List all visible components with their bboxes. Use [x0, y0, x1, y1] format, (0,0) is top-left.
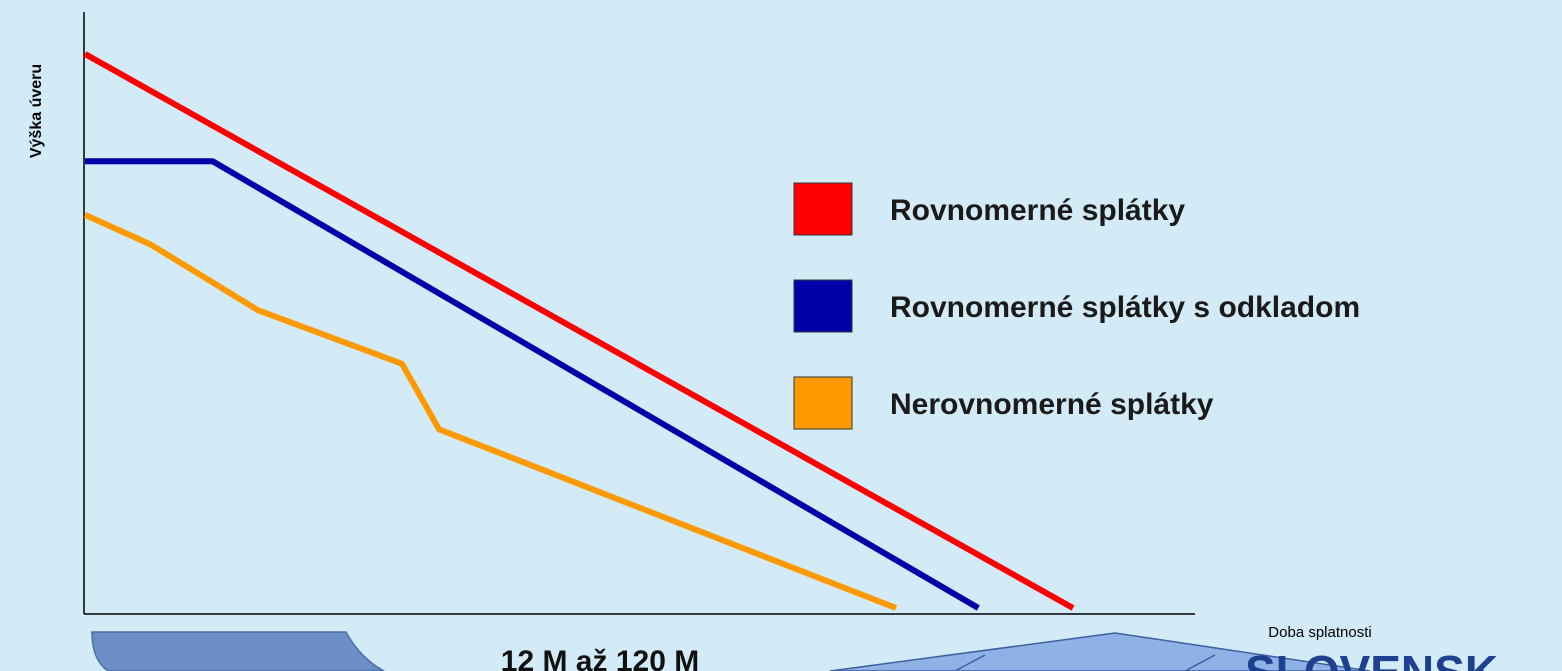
- range-annotation: 12 M až 120 M: [501, 645, 699, 671]
- legend-label-1: Rovnomerné splátky: [890, 194, 1185, 227]
- brand-logo-text: SLOVENSK: [1245, 646, 1498, 671]
- series-line-2: [85, 158, 980, 611]
- right-arrow-notch-left: [954, 654, 986, 671]
- y-axis-label: Výška úveru: [28, 64, 45, 158]
- series-line-3: [83, 212, 898, 611]
- right-arrow-shape: [829, 632, 1371, 671]
- legend-swatch-1: [793, 182, 853, 236]
- legend-swatch-2: [793, 279, 853, 333]
- legend-label-2: Rovnomerné splátky s odkladom: [890, 291, 1360, 324]
- series-lines: [83, 51, 1075, 611]
- x-axis-label: Doba splatnosti: [1268, 624, 1371, 641]
- left-curved-arrow-shape: [91, 631, 385, 671]
- series-line-1: [83, 51, 1075, 611]
- right-arrow-notch-right: [1184, 654, 1216, 671]
- legend-label-3: Nerovnomerné splátky: [890, 388, 1214, 421]
- legend: Rovnomerné splátky Rovnomerné splátky s o…: [793, 182, 1360, 430]
- legend-swatch-3: [793, 376, 853, 430]
